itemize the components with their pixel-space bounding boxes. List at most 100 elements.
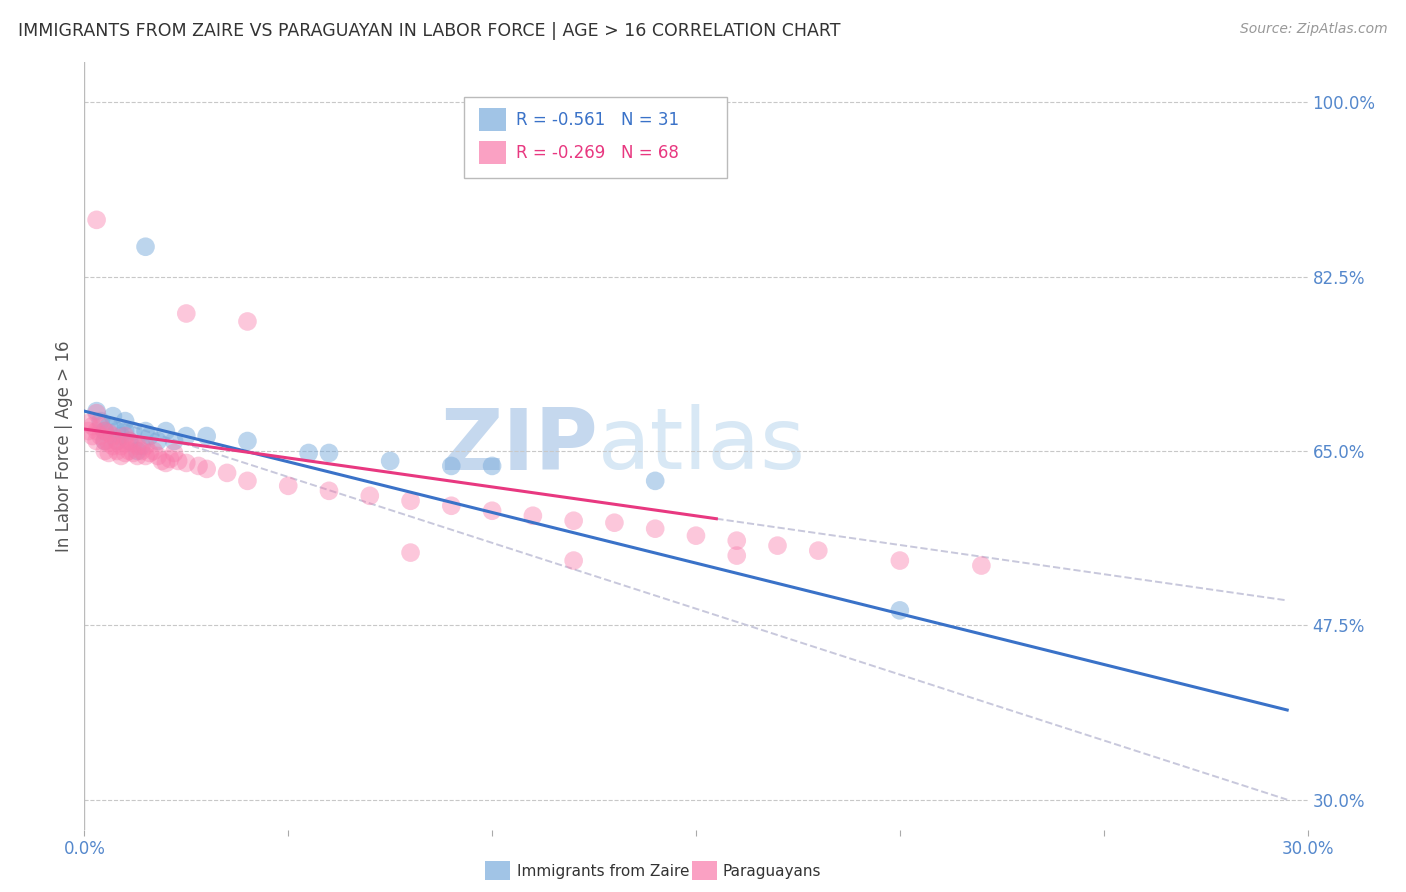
Text: ZIP: ZIP [440,404,598,488]
Point [146,449,169,463]
Point [114,414,136,428]
Point [725,533,748,548]
Point [118,434,141,448]
Point [131,439,153,453]
Point [86,406,108,420]
Point [399,493,422,508]
Point [93,424,115,438]
Point [114,429,136,443]
Point [318,483,340,498]
Point [889,553,911,567]
Point [90,414,112,428]
Point [195,462,218,476]
Point [97,446,120,460]
Text: Source: ZipAtlas.com: Source: ZipAtlas.com [1240,22,1388,37]
Point [644,522,666,536]
Point [93,424,115,438]
Point [110,439,132,453]
Bar [479,109,506,131]
Point [138,429,160,443]
Point [380,454,402,468]
Point [127,444,149,458]
Point [97,436,120,450]
FancyBboxPatch shape [464,97,727,178]
Point [93,434,115,448]
Point [86,434,108,448]
Point [167,454,190,468]
Point [187,458,209,473]
Point [86,424,108,438]
Point [118,434,141,448]
Point [86,404,108,418]
Point [122,424,145,438]
Point [603,516,626,530]
Bar [479,142,506,164]
Point [105,434,128,448]
Point [90,419,112,434]
Point [725,549,748,563]
Point [889,603,911,617]
Point [93,434,115,448]
Point [174,306,197,320]
Point [440,499,463,513]
Point [155,424,177,438]
Point [135,439,157,453]
Point [399,546,422,560]
Point [127,449,149,463]
Point [146,434,169,448]
Point [82,429,104,443]
Point [105,434,128,448]
Point [135,240,157,254]
Point [970,558,993,573]
Point [122,446,145,460]
Point [562,553,585,567]
Y-axis label: In Labor Force | Age > 16: In Labor Force | Age > 16 [55,340,73,552]
Point [481,504,503,518]
Point [236,314,259,328]
Text: R = -0.561   N = 31: R = -0.561 N = 31 [516,111,679,129]
Text: Paraguayans: Paraguayans [723,864,821,879]
Point [118,444,141,458]
Point [522,508,544,523]
Point [217,466,239,480]
Point [807,543,830,558]
Point [97,419,120,434]
Point [298,446,321,460]
Point [114,436,136,450]
Point [359,489,381,503]
Point [77,416,100,430]
Point [122,436,145,450]
Point [135,449,157,463]
Point [105,424,128,438]
Text: R = -0.269   N = 68: R = -0.269 N = 68 [516,144,679,162]
Point [127,439,149,453]
Point [174,456,197,470]
Point [644,474,666,488]
Point [766,539,789,553]
Point [114,446,136,460]
Point [174,429,197,443]
Point [562,514,585,528]
Text: atlas: atlas [598,404,806,488]
Point [110,429,132,443]
Point [114,424,136,438]
Text: Immigrants from Zaire: Immigrants from Zaire [517,864,690,879]
Point [159,452,181,467]
Point [82,419,104,434]
Point [150,454,173,468]
Point [101,409,124,423]
Point [105,444,128,458]
Point [138,446,160,460]
Point [481,458,503,473]
Point [685,529,707,543]
Point [90,429,112,443]
Point [236,474,259,488]
Point [77,424,100,438]
Point [97,425,120,440]
Text: IMMIGRANTS FROM ZAIRE VS PARAGUAYAN IN LABOR FORCE | AGE > 16 CORRELATION CHART: IMMIGRANTS FROM ZAIRE VS PARAGUAYAN IN L… [18,22,841,40]
Point [318,446,340,460]
Point [163,434,186,448]
Point [142,444,165,458]
Point [440,458,463,473]
Point [135,424,157,438]
